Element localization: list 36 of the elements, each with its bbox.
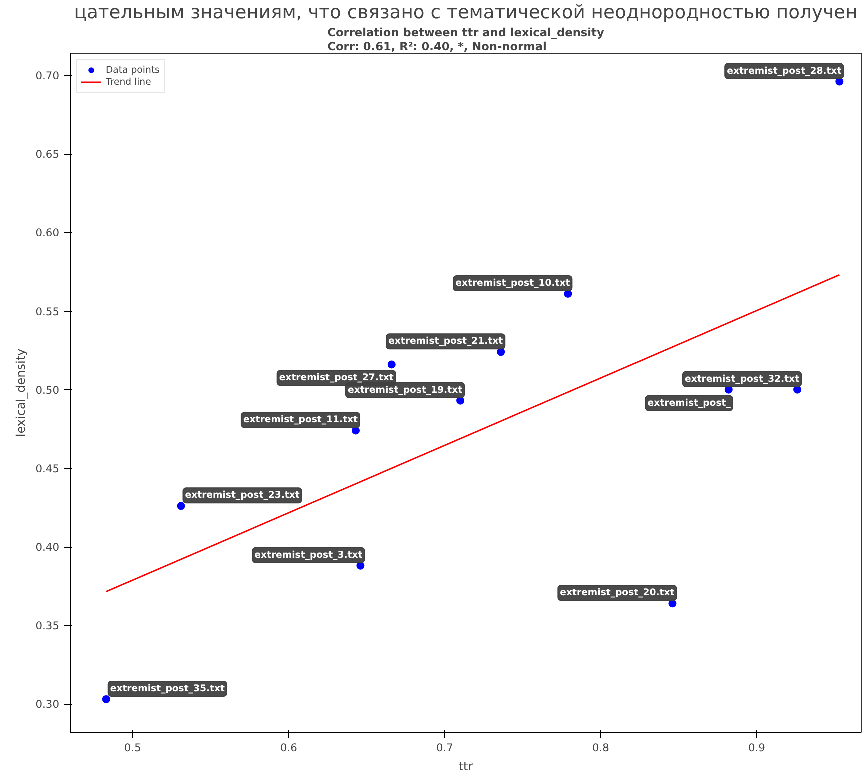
y-tick-label: 0.40 xyxy=(36,541,60,554)
chart-title: Correlation between ttr and lexical_density Corr: 0.61, R²: 0.40, *, Non-normal xyxy=(328,26,605,54)
annotation: extremist_post_10.txt xyxy=(456,278,571,289)
annotation: extremist_post_23.txt xyxy=(185,490,300,502)
y-tick-label: 0.70 xyxy=(36,70,60,83)
annotation: extremist_post_28.txt xyxy=(727,66,842,77)
point xyxy=(177,502,186,510)
y-tick-label: 0.35 xyxy=(36,620,60,633)
x-tick-label: 0.5 xyxy=(124,742,142,754)
point xyxy=(102,696,110,704)
point xyxy=(352,426,360,435)
annotation: extremist_post_20.txt xyxy=(560,588,676,599)
y-tick-label: 0.45 xyxy=(36,462,60,476)
legend-label: Trend line xyxy=(106,76,152,88)
x-tick-label: 0.7 xyxy=(436,742,454,754)
annotation: extremist_post_35.txt xyxy=(110,683,226,694)
text: цательным значениям, что связано с тематической неоднородностью получен xyxy=(74,2,858,24)
annotation: extremist_post_11.txt xyxy=(243,414,359,426)
x-axis-title: ttr xyxy=(458,760,474,774)
y-axis-title: lexical_density xyxy=(14,348,28,438)
annotation: extremist_post_3.txt xyxy=(254,550,364,561)
legend-label: Data points xyxy=(106,64,160,76)
y-tick-label: 0.55 xyxy=(36,305,60,318)
x-tick-label: 0.8 xyxy=(592,742,610,754)
point xyxy=(388,360,396,369)
annotation: extremist_post_21.txt xyxy=(388,336,504,348)
y-tick-label: 0.60 xyxy=(36,226,60,240)
annotation: extremist_post_32.txt xyxy=(684,374,800,385)
annotation: extremist_post_19.txt xyxy=(348,384,464,396)
x-tick-label: 0.6 xyxy=(280,742,298,754)
annotation: extremist_post_27.txt xyxy=(279,372,394,384)
annotation: extremist_post_ xyxy=(648,398,732,409)
y-tick-label: 0.65 xyxy=(36,148,60,162)
y-tick-label: 0.50 xyxy=(36,384,60,397)
y-tick-label: 0.30 xyxy=(36,698,60,712)
x-tick-label: 0.9 xyxy=(748,742,766,754)
